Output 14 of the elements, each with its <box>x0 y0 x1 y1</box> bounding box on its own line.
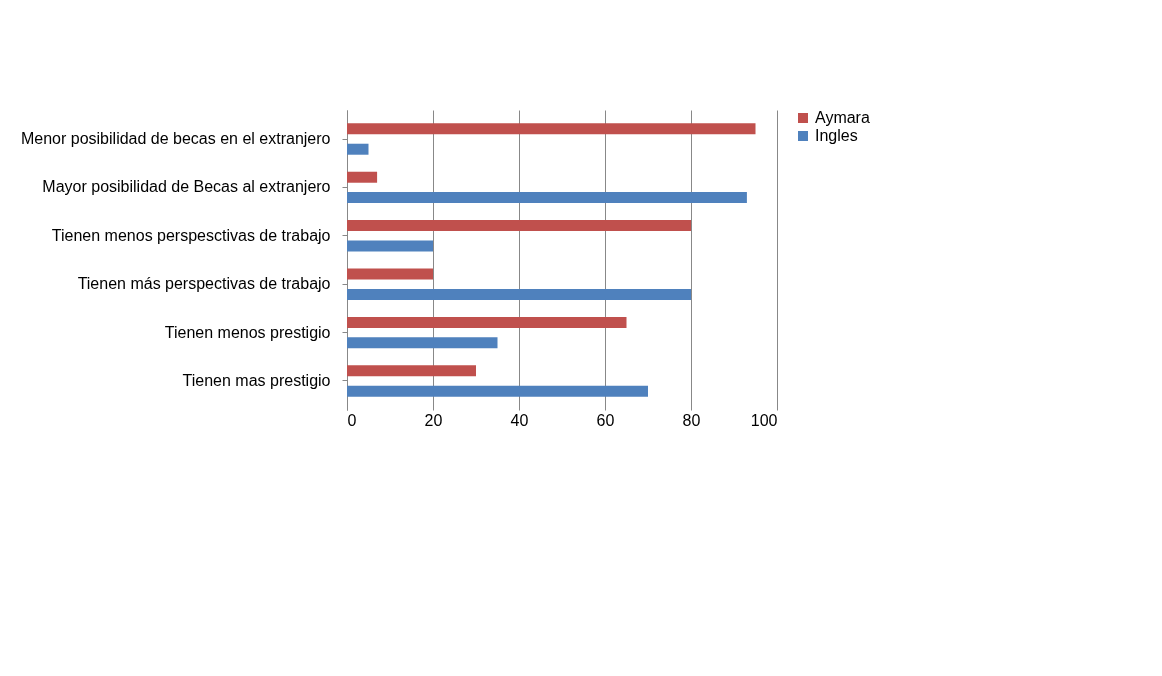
y-tick-label: Mayor posibilidad de Becas al extranjero <box>42 178 331 196</box>
x-tick-label: 20 <box>424 411 443 429</box>
y-tick-label: Tienen mas prestigio <box>182 371 331 389</box>
y-tick-label: Tienen más perspectivas de trabajo <box>77 275 331 293</box>
y-tick-label: Tienen menos perspesctivas de trabajo <box>51 226 331 244</box>
x-tick-label: 100 <box>750 411 778 429</box>
x-tick-label: 80 <box>682 411 701 429</box>
x-tick-label: 60 <box>596 411 615 429</box>
y-tick-label: Tienen menos prestigio <box>164 323 331 341</box>
x-tick-label: 0 <box>347 411 357 429</box>
legend-label: Aymara <box>815 109 870 126</box>
legend-label: Ingles <box>815 127 858 144</box>
y-tick-label: Menor posibilidad de becas en el extranjero <box>20 130 331 148</box>
x-tick-label: 40 <box>510 411 529 429</box>
